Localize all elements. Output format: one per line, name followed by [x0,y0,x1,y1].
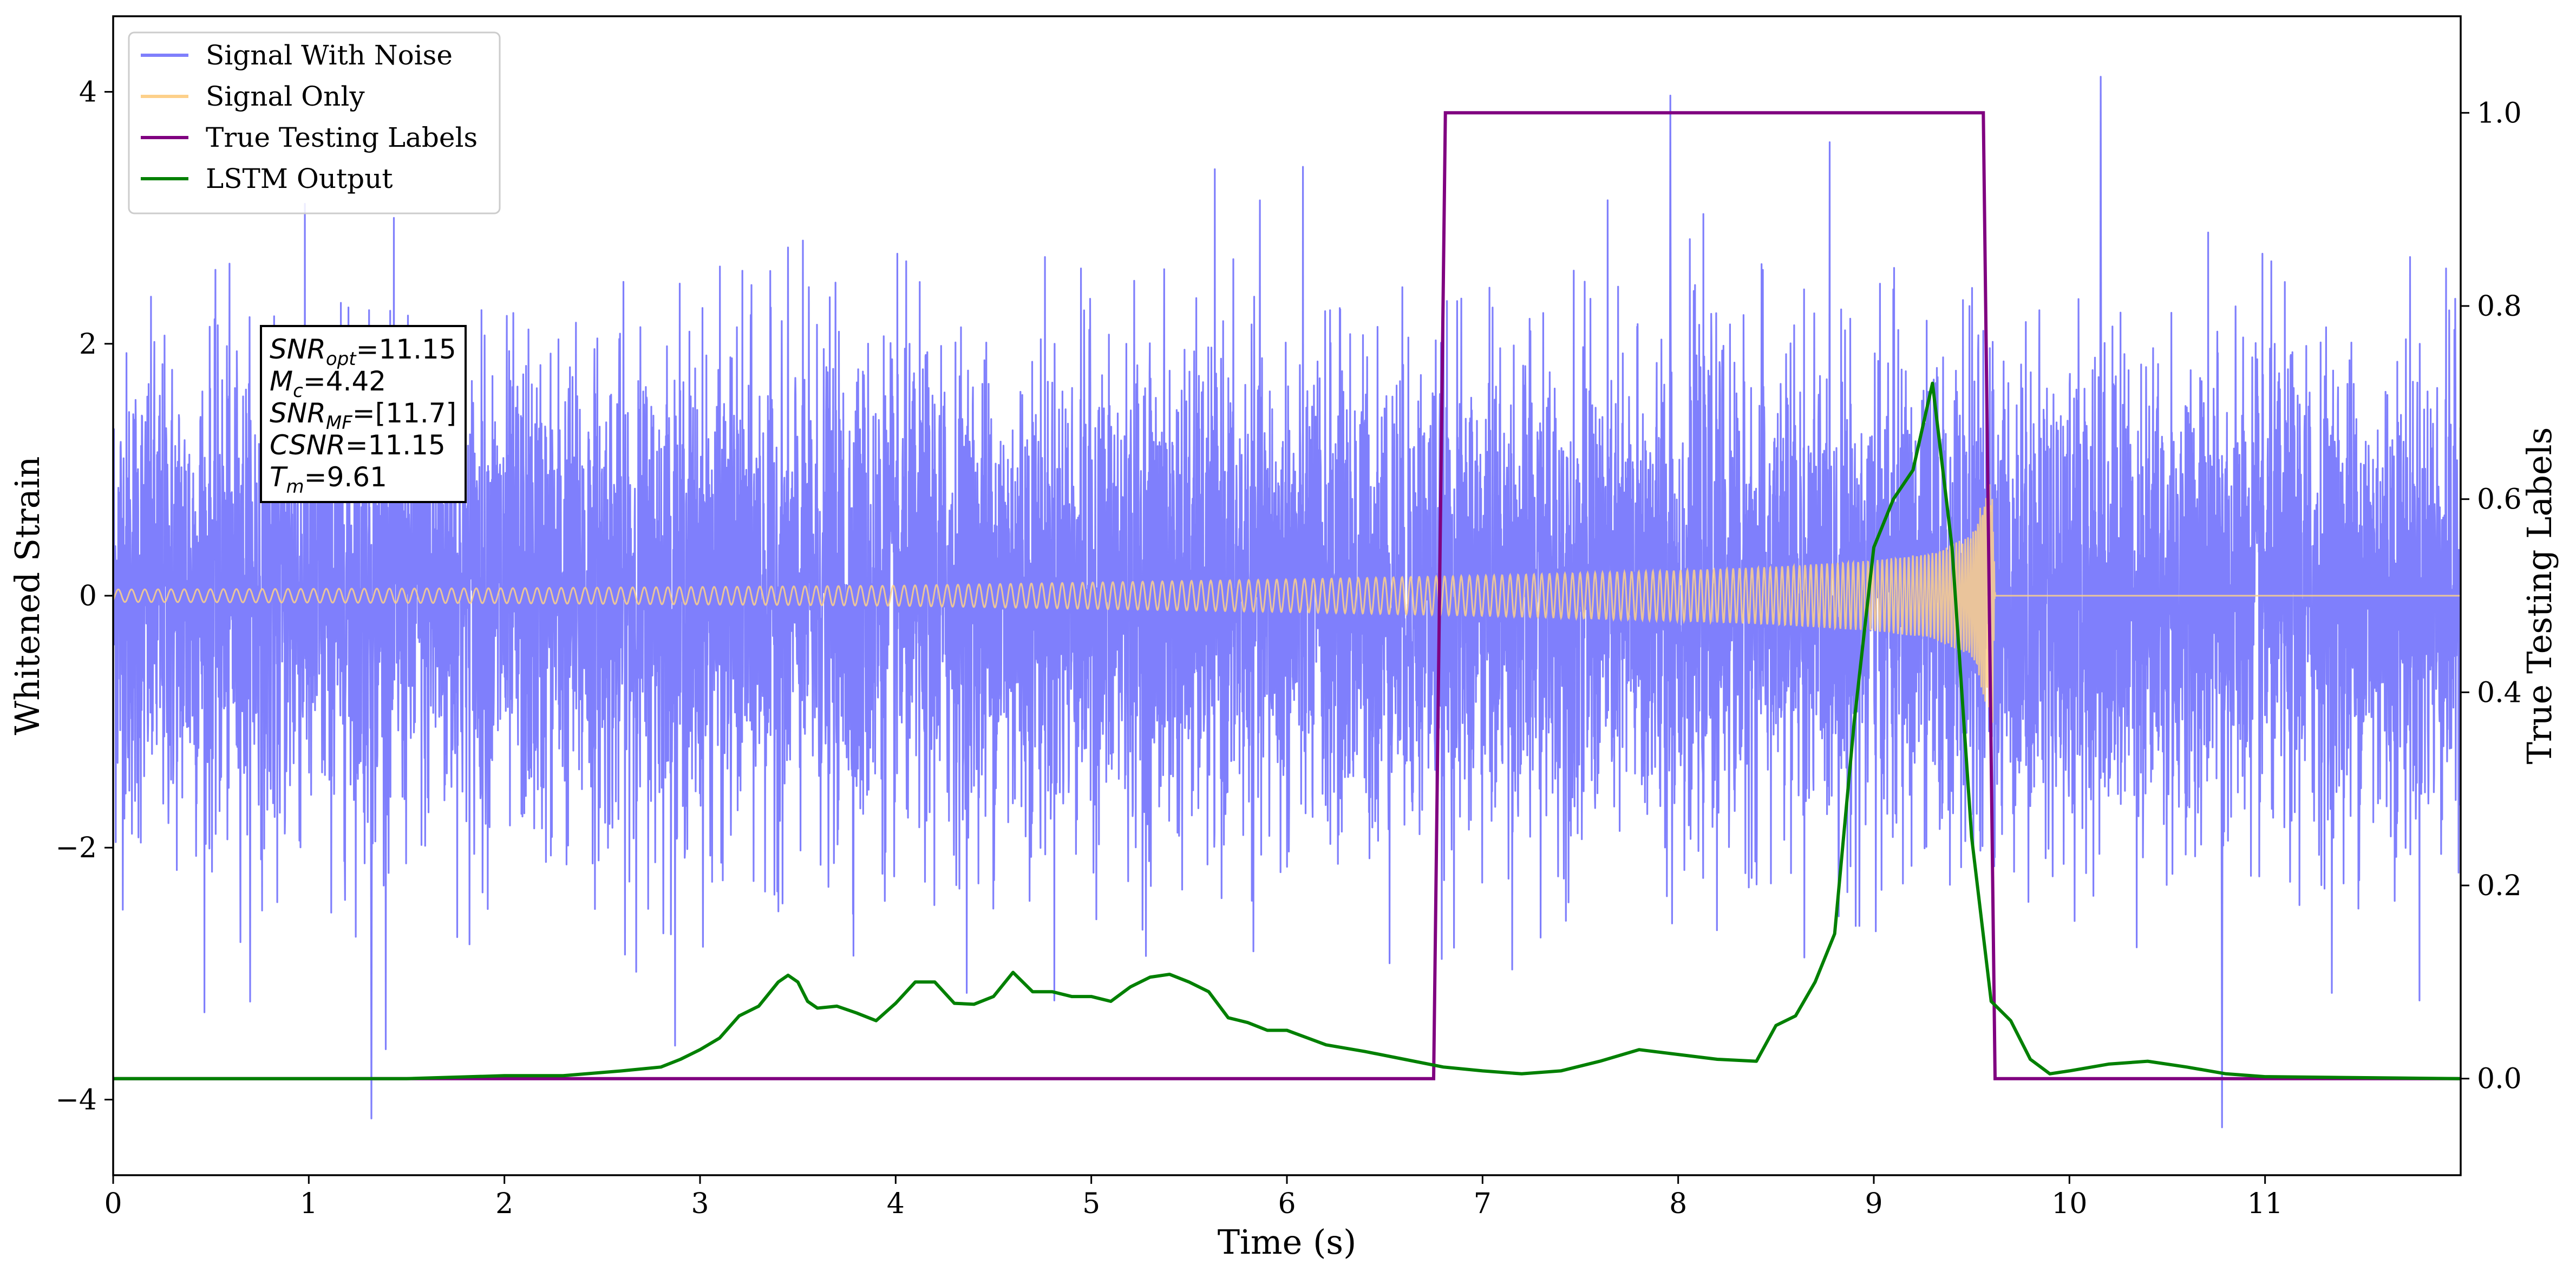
y2-tick-label: 0.2 [2477,870,2522,902]
info-box-line: CSNR=11.15 [270,429,446,461]
x-tick-label: 8 [1669,1188,1687,1220]
y-tick-label: 0 [79,580,97,613]
true-testing-labels-line [113,111,2461,1080]
true-testing-labels-layer [113,111,2461,1080]
lstm-output-line [113,381,2461,1080]
legend-box [128,31,501,214]
x-tick-label: 4 [887,1188,905,1220]
info-box-frame [260,325,467,503]
legend-label: Signal Only [206,81,365,112]
info-box-line: SNRopt=11.15 [270,334,456,370]
signal-only-line [113,484,2461,723]
y-tick-label: −2 [55,832,97,864]
x-tick-label: 7 [1474,1188,1492,1220]
y2-axis-label: True Testing Labels [2520,427,2559,765]
info-box-line: Tm=9.61 [270,461,387,498]
x-tick-label: 1 [300,1188,318,1220]
signal-with-noise-line [113,76,2461,1129]
axis-text-layer: Time (s) Whitened Strain True Testing La… [8,427,2559,1262]
x-tick-label: 3 [691,1188,709,1220]
y-tick-label: 4 [79,76,97,109]
x-tick-label: 9 [1865,1188,1882,1220]
x-tick-label: 6 [1278,1188,1296,1220]
x-tick-label: 2 [495,1188,513,1220]
y2-tick-label: 0.4 [2477,676,2522,709]
y-axis-label: Whitened Strain [8,457,47,735]
x-tick-label: 0 [104,1188,122,1220]
y2-tick-label: 0.0 [2477,1063,2522,1096]
info-box-line: Mc=4.42 [270,366,386,402]
x-tick-label: 5 [1082,1188,1100,1220]
axes-layer: 0 1 2 3 4 5 6 7 8 9 10 11 −4 −2 0 2 4 0.0 0.2 0.4 0.6 0.8 1.0 [55,15,2522,1220]
legend-label: Signal With Noise [206,40,453,71]
y-tick-label: −4 [55,1084,97,1116]
y2-tick-label: 1.0 [2477,97,2522,129]
info-box-line: SNRMF=[11.7] [270,398,456,434]
legend-label: LSTM Output [206,163,393,194]
x-tick-label: 11 [2247,1188,2283,1220]
y2-tick-label: 0.8 [2477,290,2522,323]
signal-only-layer [113,484,2461,723]
legend: Signal With Noise Signal Only True Testing… [128,31,501,214]
signal-with-noise-layer [113,76,2461,1129]
legend-label: True Testing Labels [206,122,478,153]
y-tick-label: 2 [79,328,97,361]
lstm-output-layer [113,381,2461,1080]
x-tick-label: 10 [2051,1188,2087,1220]
y2-tick-label: 0.6 [2477,484,2522,516]
info-box: SNRopt=11.15Mc=4.42SNRMF=[11.7]CSNR=11.1… [260,325,467,503]
x-axis-label: Time (s) [1218,1222,1357,1262]
